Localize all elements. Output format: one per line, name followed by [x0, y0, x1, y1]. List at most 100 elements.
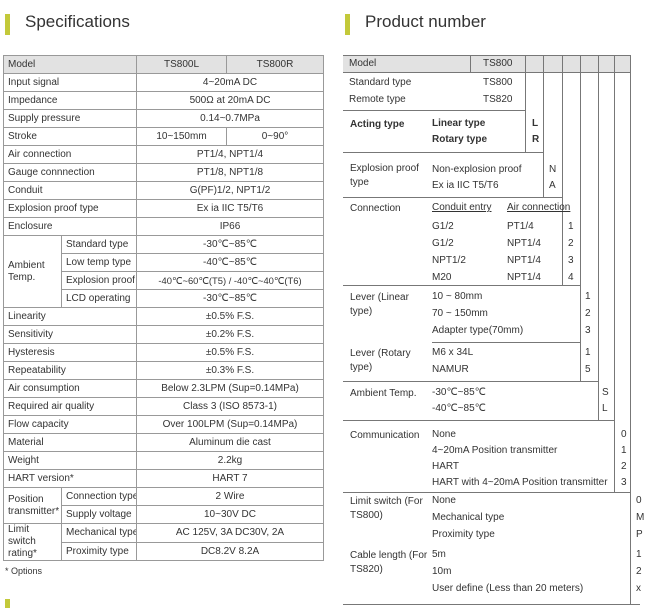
label-cell: Repeatability — [3, 361, 137, 380]
heading-bar — [5, 599, 10, 608]
sub-label: Supply voltage — [61, 505, 137, 524]
option-code: 1 — [621, 445, 627, 456]
group-label: Position transmitter* — [3, 487, 62, 524]
row: Proximity type DC8.2V 8.2A — [4, 541, 324, 561]
option: -40℃~85℃ — [432, 403, 486, 414]
option: NPT1/4 — [507, 238, 541, 249]
option-code: A — [549, 180, 556, 191]
section-label: Lever (Linear type) — [350, 292, 409, 317]
option-code: M — [636, 512, 645, 523]
value-cell: -30℃~85℃ — [136, 289, 324, 308]
option-code: L — [602, 403, 608, 414]
row: Stroke 10~150mm 0~90° — [3, 127, 324, 146]
row: Flow capacity Over 100LPM (Sup=0.14MPa) — [3, 415, 324, 434]
rule — [562, 55, 563, 285]
type-code: TS820 — [483, 94, 513, 105]
label-cell: Weight — [3, 451, 137, 470]
group-label: Ambient Temp. — [3, 235, 62, 308]
option-code: L — [532, 118, 539, 129]
option: 10 ~ 80mm — [432, 291, 483, 302]
value-cell: PT1/4, NPT1/4 — [136, 145, 324, 164]
label-cell: Hysteresis — [3, 343, 137, 362]
label-cell: Air consumption — [3, 379, 137, 398]
value-cell: -30℃~85℃ — [136, 235, 324, 254]
rule — [343, 152, 543, 153]
option-code: 2 — [585, 308, 591, 319]
row: Hysteresis ±0.5% F.S. — [3, 343, 324, 362]
rule — [525, 55, 526, 152]
option: M20 — [432, 272, 452, 283]
spec-table: Model TS800L TS800R Input signal 4~20mA DC Im… — [3, 55, 324, 561]
option: Linear type — [432, 118, 486, 129]
label-cell: Material — [3, 433, 137, 452]
row: Material Aluminum die cast — [3, 433, 324, 452]
option-code: x — [636, 583, 641, 594]
section-label: Cable length (For TS820) — [350, 550, 428, 575]
model-label: Model — [349, 58, 377, 69]
option-code: 3 — [568, 255, 574, 266]
model-row — [343, 55, 630, 72]
row: Enclosure IP66 — [3, 217, 324, 236]
option: NAMUR — [432, 364, 469, 375]
row: Ambient Temp. Standard type -30℃~85℃ — [3, 235, 324, 308]
rule — [343, 110, 525, 111]
value-cell: Below 2.3LPM (Sup=0.14MPa) — [136, 379, 324, 398]
option: PT1/4 — [507, 221, 534, 232]
value-cell: Ex ia IIC T5/T6 — [136, 199, 324, 218]
row: Position transmitter* Connection type 2 Wi… — [3, 487, 324, 524]
option: Proximity type — [432, 529, 495, 540]
heading: Product number — [365, 12, 486, 31]
value-cell: PT1/8, NPT1/8 — [136, 163, 324, 182]
rule — [343, 492, 630, 493]
option: G1/2 — [432, 221, 454, 232]
option: HART — [432, 461, 460, 472]
value-cell: ±0.5% F.S. — [136, 307, 324, 326]
label-cell: Required air quality — [3, 397, 137, 416]
section-label: Acting type — [350, 119, 405, 130]
value-cell: 10~30V DC — [136, 505, 324, 524]
value-cell: Over 100LPM (Sup=0.14MPa) — [136, 415, 324, 434]
row: Impedance 500Ω at 20mA DC — [3, 91, 324, 110]
option: Non-explosion proof — [432, 164, 522, 175]
rule — [432, 342, 580, 343]
option: M6 x 34L — [432, 347, 474, 358]
sub-label: Connection type — [61, 487, 137, 506]
value-cell: -40℃~60℃(T5) / -40℃~40℃(T6) — [136, 271, 324, 290]
label-cell: Explosion proof type — [3, 199, 137, 218]
option-code: 3 — [621, 477, 627, 488]
section-label: Explosion proof type — [350, 163, 419, 188]
header-cell: TS800L — [136, 55, 227, 74]
option: None — [432, 429, 456, 440]
section-label: Connection — [350, 203, 401, 214]
value-cell: ±0.5% F.S. — [136, 343, 324, 362]
option-code: 5 — [585, 364, 591, 375]
label-cell: Enclosure — [3, 217, 137, 236]
label-cell: Sensitivity — [3, 325, 137, 344]
value-cell: 2 Wire — [136, 487, 324, 506]
value-cell: ±0.2% F.S. — [136, 325, 324, 344]
rule — [580, 55, 581, 381]
label-cell: Flow capacity — [3, 415, 137, 434]
value-cell: ±0.3% F.S. — [136, 361, 324, 380]
heading-bar — [5, 14, 10, 35]
row: HART version* HART 7 — [3, 469, 324, 488]
row: Required air quality Class 3 (ISO 8573-1) — [3, 397, 324, 416]
label-cell: Air connection — [3, 145, 137, 164]
row: Sensitivity ±0.2% F.S. — [3, 325, 324, 344]
label-cell: Input signal — [3, 73, 137, 92]
option: Rotary type — [432, 134, 488, 145]
option: 70 ~ 150mm — [432, 308, 488, 319]
row: Supply voltage 10~30V DC — [4, 505, 324, 524]
option: -30℃~85℃ — [432, 387, 486, 398]
rule — [343, 197, 562, 198]
option: Ex ia IIC T5/T6 — [432, 180, 499, 191]
row: Explosion proof -40℃~60℃(T5) / -40℃~40℃(T… — [4, 271, 324, 290]
value-cell: -40℃~85℃ — [136, 253, 324, 272]
option: None — [432, 495, 456, 506]
label-cell: Impedance — [3, 91, 137, 110]
note: * Options — [5, 566, 43, 576]
row: Conduit G(PF)1/2, NPT1/2 — [3, 181, 324, 200]
sub-label: Mechanical type — [61, 523, 137, 543]
section-label: Ambient Temp. — [350, 388, 417, 399]
option: Adapter type(70mm) — [432, 325, 524, 336]
